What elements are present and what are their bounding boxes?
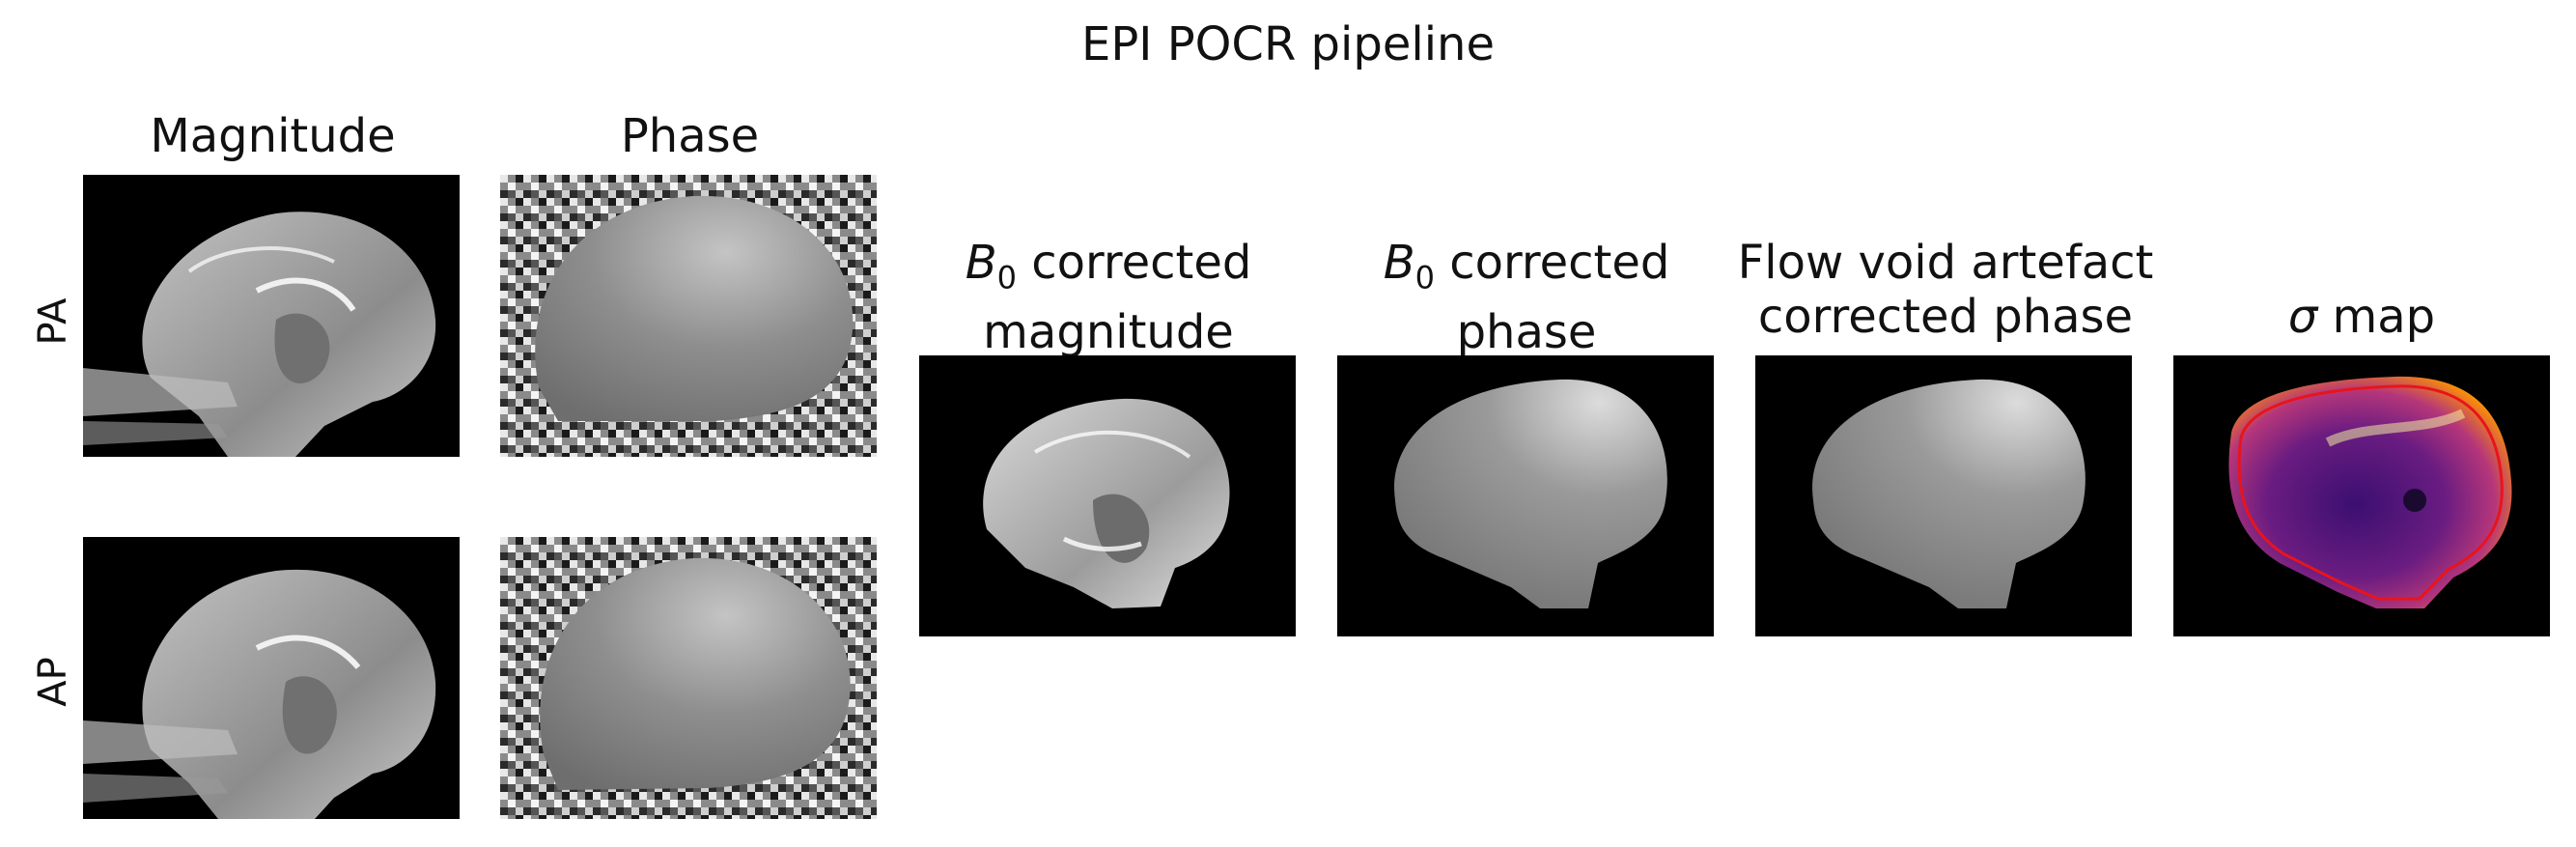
brain-masked-phase-image: [1812, 379, 2086, 608]
sigma-symbol: σ: [2287, 290, 2318, 344]
b0-subscript: 0: [1414, 259, 1435, 296]
ap-magnitude-panel: [83, 537, 460, 819]
pa-phase-panel: [500, 175, 877, 457]
b0-symbol: B: [1383, 236, 1415, 290]
row-label-pa: PA: [31, 297, 75, 346]
b0-phase-panel: [1337, 355, 1714, 636]
column-title-phase: Phase: [620, 109, 760, 163]
figure-title: EPI POCR pipeline: [1081, 17, 1495, 71]
mri-phase-image: [500, 537, 877, 819]
column-title-line2: phase: [1456, 304, 1597, 359]
column-title-line2: magnitude: [983, 304, 1234, 359]
mri-magnitude-image: [83, 212, 436, 457]
b0-symbol: B: [965, 236, 997, 290]
brain-masked-phase-image: [1394, 379, 1667, 608]
b0-magnitude-panel: [919, 355, 1296, 636]
flow-void-phase-panel: [1755, 355, 2132, 636]
b0-subscript: 0: [996, 259, 1017, 296]
column-title-sigma-map: σ map: [2172, 290, 2551, 344]
sigma-map-panel: [2173, 355, 2550, 636]
column-title-line1: map: [2317, 290, 2436, 344]
column-title-line1: corrected: [1016, 236, 1252, 290]
row-label-ap: AP: [31, 657, 75, 707]
mri-magnitude-image: [83, 569, 436, 819]
column-title-b0-phase: B0 corrected phase: [1337, 236, 1716, 359]
brain-masked-magnitude-image: [983, 398, 1230, 608]
sigma-heatmap-image: [2228, 376, 2512, 608]
column-title-line2: corrected phase: [1757, 290, 2134, 344]
column-title-magnitude: Magnitude: [150, 109, 396, 163]
column-title-b0-magnitude: B0 corrected magnitude: [919, 236, 1298, 359]
pa-magnitude-panel: [83, 175, 460, 457]
column-title-line1: corrected: [1434, 236, 1670, 290]
column-title-flow-void: Flow void artefact corrected phase: [1719, 236, 2172, 344]
mri-phase-image: [500, 175, 877, 457]
column-title-line1: Flow void artefact: [1737, 236, 2154, 290]
ap-phase-panel: [500, 537, 877, 819]
